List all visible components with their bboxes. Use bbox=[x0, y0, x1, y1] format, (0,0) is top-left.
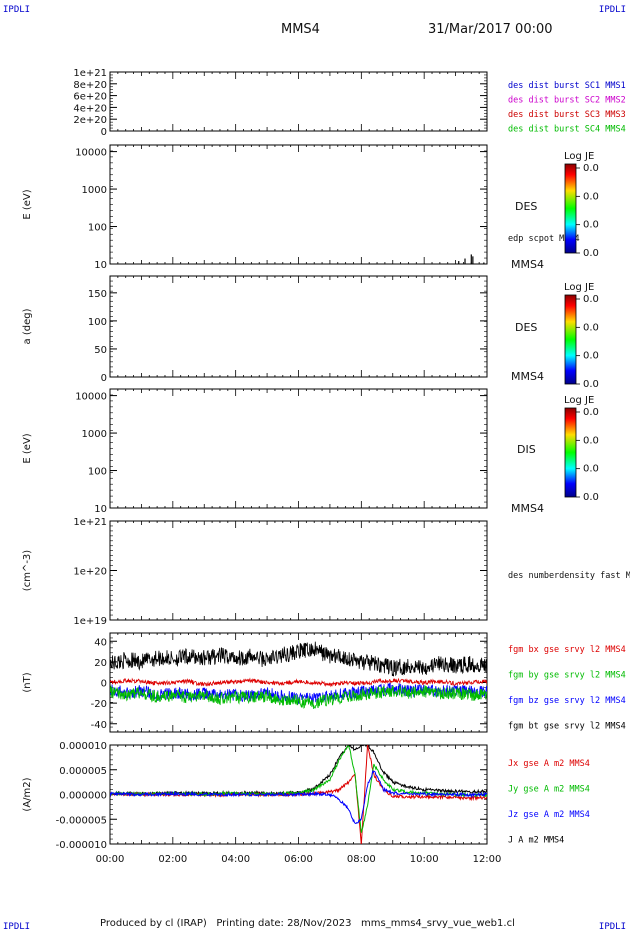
colorbar-label: 0.0 bbox=[583, 407, 599, 418]
panel-frame-0 bbox=[109, 71, 488, 132]
spacecraft-title: MMS4 bbox=[281, 22, 320, 37]
y-tick-label: 150 bbox=[88, 289, 107, 300]
colorbar bbox=[564, 407, 577, 498]
y-tick-label: 1000 bbox=[82, 429, 107, 440]
panel-frame-4 bbox=[109, 520, 488, 621]
legend-entry: fgm bz gse srvy l2 MMS4 bbox=[508, 696, 626, 706]
colorbar-label: 0.0 bbox=[583, 464, 599, 475]
series-line-0 bbox=[110, 677, 487, 688]
x-tick-label: 12:00 bbox=[473, 854, 502, 865]
series-line-1 bbox=[110, 684, 487, 709]
corner-label-bottom-left: IPDLI bbox=[3, 922, 31, 932]
y-tick-label: 0 bbox=[101, 373, 107, 384]
y-axis-label: (A/m2) bbox=[22, 777, 33, 811]
y-tick-label: 100 bbox=[88, 467, 107, 478]
y-tick-label: 0 bbox=[101, 127, 107, 138]
y-tick-label: -40 bbox=[91, 720, 107, 731]
legend-entry: Jz gse A m2 MMS4 bbox=[508, 810, 590, 820]
corner-label-top-right: IPDLI bbox=[598, 5, 626, 15]
y-tick-label: 1e+21 bbox=[73, 517, 107, 528]
y-axis-label: E (eV) bbox=[22, 433, 33, 463]
colorbar-title: Log JE bbox=[564, 151, 594, 162]
series-line-2 bbox=[110, 770, 487, 825]
colorbar-label: 0.0 bbox=[583, 435, 599, 446]
y-tick-label: 0.000005 bbox=[59, 766, 107, 777]
y-axis-label: (cm^-3) bbox=[22, 550, 33, 591]
y-tick-label: 6e+20 bbox=[73, 92, 107, 103]
legend-entry: Jy gse A m2 MMS4 bbox=[508, 785, 590, 795]
colorbar-label: 0.0 bbox=[583, 248, 599, 259]
legend-entry: fgm bx gse srvy l2 MMS4 bbox=[508, 645, 626, 655]
colorbar-label: 0.0 bbox=[583, 163, 599, 174]
y-tick-label: 10000 bbox=[75, 148, 107, 159]
spacecraft-label: MMS4 bbox=[511, 370, 544, 383]
legend-entry: J A m2 MMS4 bbox=[508, 836, 564, 846]
panel-frame-2 bbox=[109, 275, 488, 378]
legend-entry: des dist burst SC4 MMS4 bbox=[508, 125, 626, 135]
y-tick-label: 50 bbox=[94, 345, 107, 356]
x-tick-label: 06:00 bbox=[284, 854, 313, 865]
colorbar-label: 0.0 bbox=[583, 492, 599, 503]
y-tick-label: 2e+20 bbox=[73, 115, 107, 126]
legend-entry: Jx gse A m2 MMS4 bbox=[508, 759, 590, 769]
date-time-title: 31/Mar/2017 00:00 bbox=[428, 22, 553, 37]
y-tick-label: 1000 bbox=[82, 185, 107, 196]
panel-frame-3 bbox=[109, 388, 488, 509]
y-tick-label: 40 bbox=[94, 637, 107, 648]
y-axis-label: E (eV) bbox=[22, 189, 33, 219]
colorbar-label: 0.0 bbox=[583, 379, 599, 390]
legend-entry: des numberdensity fast M bbox=[508, 571, 630, 581]
spacecraft-label: MMS4 bbox=[511, 502, 544, 515]
colorbar-title: Log JE bbox=[564, 282, 594, 293]
y-tick-label: 1e+21 bbox=[73, 68, 107, 79]
colorbar-label: 0.0 bbox=[583, 322, 599, 333]
y-tick-label: 10 bbox=[94, 504, 107, 515]
colorbar-label: 0.0 bbox=[583, 220, 599, 231]
y-tick-label: 1e+19 bbox=[73, 616, 107, 627]
legend-entry: fgm bt gse srvy l2 MMS4 bbox=[508, 722, 626, 732]
x-tick-label: 08:00 bbox=[347, 854, 376, 865]
y-axis-label: a (deg) bbox=[22, 308, 33, 344]
y-tick-label: 0.000010 bbox=[59, 741, 107, 752]
panel-frame-1 bbox=[109, 144, 488, 265]
footer-credit: Produced by cl (IRAP) Printing date: 28/… bbox=[100, 918, 515, 929]
y-tick-label: 10000 bbox=[75, 392, 107, 403]
instrument-label: DIS bbox=[517, 443, 536, 456]
colorbar-label: 0.0 bbox=[583, 294, 599, 305]
y-tick-label: 8e+20 bbox=[73, 80, 107, 91]
y-tick-label: 100 bbox=[88, 223, 107, 234]
colorbar bbox=[564, 294, 577, 385]
corner-label-top-left: IPDLI bbox=[3, 5, 31, 15]
corner-label-bottom-right: IPDLI bbox=[598, 922, 626, 932]
y-tick-label: 10 bbox=[94, 260, 107, 271]
y-axis-label: (nT) bbox=[22, 672, 33, 692]
y-tick-label: 1e+20 bbox=[73, 567, 107, 578]
spacecraft-label: MMS4 bbox=[511, 258, 544, 271]
y-tick-label: -0.000010 bbox=[56, 840, 107, 851]
colorbar-title: Log JE bbox=[564, 395, 594, 406]
x-tick-label: 00:00 bbox=[96, 854, 125, 865]
y-tick-label: -20 bbox=[91, 699, 107, 710]
y-tick-label: 20 bbox=[94, 658, 107, 669]
colorbar bbox=[564, 163, 577, 254]
colorbar-label: 0.0 bbox=[583, 351, 599, 362]
legend-entry: des dist burst SC2 MMS2 bbox=[508, 96, 626, 106]
x-tick-label: 02:00 bbox=[158, 854, 187, 865]
y-tick-label: 0.000000 bbox=[59, 791, 107, 802]
legend-entry: des dist burst SC3 MMS3 bbox=[508, 110, 626, 120]
instrument-label: DES bbox=[515, 200, 537, 213]
instrument-label: DES bbox=[515, 321, 537, 334]
series-line-3 bbox=[110, 641, 487, 677]
y-tick-label: -0.000005 bbox=[56, 815, 107, 826]
colorbar-label: 0.0 bbox=[583, 191, 599, 202]
x-tick-label: 10:00 bbox=[410, 854, 439, 865]
overlay-label: edp scpot MMS4 bbox=[508, 234, 580, 244]
y-tick-label: 100 bbox=[88, 317, 107, 328]
legend-entry: des dist burst SC1 MMS1 bbox=[508, 81, 626, 91]
y-tick-label: 0 bbox=[101, 679, 107, 690]
x-tick-label: 04:00 bbox=[221, 854, 250, 865]
y-tick-label: 4e+20 bbox=[73, 103, 107, 114]
legend-entry: fgm by gse srvy l2 MMS4 bbox=[508, 671, 626, 681]
